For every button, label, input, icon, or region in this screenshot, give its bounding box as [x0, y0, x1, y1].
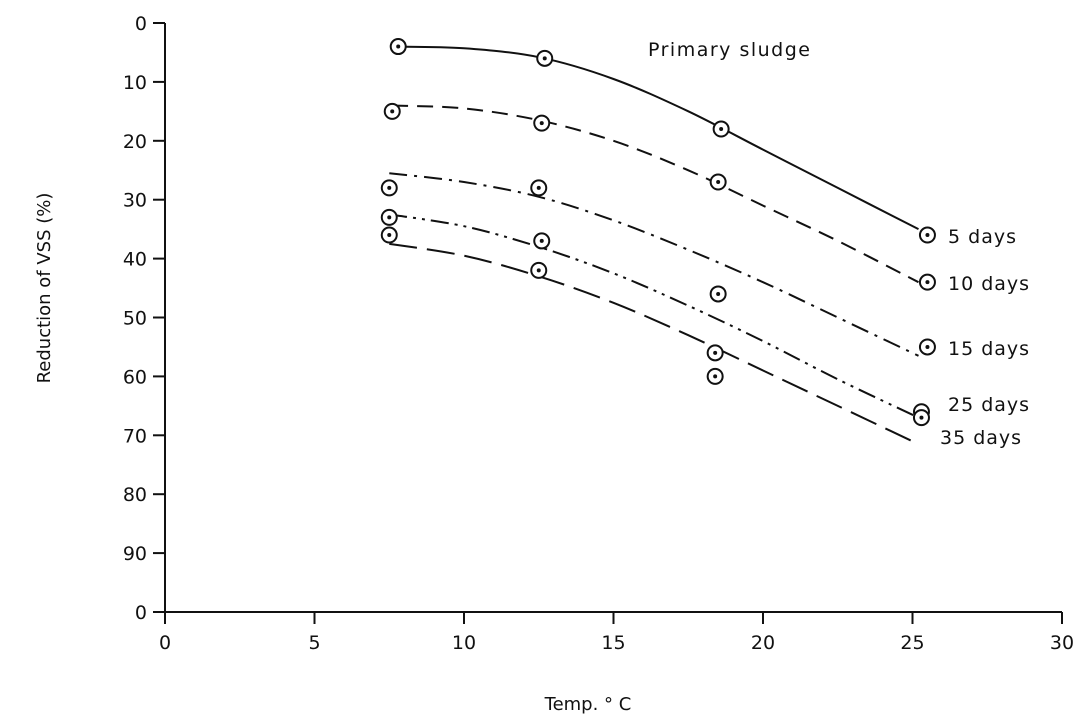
data-point-25-days	[380, 208, 398, 226]
series-curve-35-days	[389, 242, 919, 446]
data-point-center	[713, 374, 718, 379]
x-tick-label: 10	[452, 632, 476, 654]
data-point-5-days	[536, 49, 554, 67]
data-point-10-days	[533, 114, 551, 132]
data-point-center	[542, 56, 547, 61]
y-tick-label: 70	[123, 425, 147, 447]
data-point-25-days	[709, 285, 727, 303]
chart-annotation: Primary sludge	[648, 39, 812, 61]
data-point-35-days	[706, 344, 724, 362]
series-label-10-days: 10 days	[948, 273, 1030, 295]
data-point-25-days	[533, 232, 551, 250]
y-tick-label: 90	[123, 543, 147, 565]
data-point-center	[387, 233, 392, 238]
data-point-15-days	[380, 179, 398, 197]
data-point-10-days	[709, 173, 727, 191]
series-curve-25-days	[389, 213, 919, 419]
series-curve-15-days	[389, 172, 919, 357]
data-point-center	[396, 44, 401, 49]
data-point-center	[925, 344, 930, 349]
y-tick-label: 80	[123, 484, 147, 506]
data-point-5-days	[712, 120, 730, 138]
data-point-10-days	[918, 273, 936, 291]
data-point-35-days	[380, 226, 398, 244]
data-point-10-days	[383, 102, 401, 120]
x-tick-label: 15	[601, 632, 625, 654]
data-point-center	[925, 233, 930, 238]
data-point-center	[716, 180, 721, 185]
data-point-15-days	[530, 179, 548, 197]
data-point-center	[919, 415, 924, 420]
x-axis-label: Temp. ° C	[544, 694, 632, 715]
data-point-center	[713, 350, 718, 355]
series-curves	[389, 45, 919, 446]
data-point-center	[719, 127, 724, 132]
series-label-5-days: 5 days	[948, 226, 1017, 248]
y-tick-label: 10	[123, 72, 147, 94]
data-point-5-days	[918, 226, 936, 244]
series-label-15-days: 15 days	[948, 338, 1030, 360]
data-point-35-days	[530, 261, 548, 279]
x-tick-label: 0	[159, 632, 171, 654]
data-point-center	[536, 268, 541, 273]
y-tick-label: 0	[135, 602, 147, 624]
y-axis-label: Reduction of VSS (%)	[34, 193, 55, 384]
data-point-center	[536, 185, 541, 190]
data-point-35-days	[912, 409, 930, 427]
data-points	[380, 38, 936, 427]
data-point-center	[716, 291, 721, 296]
y-tick-label: 0	[135, 13, 147, 35]
data-point-center	[390, 109, 395, 114]
data-point-center	[387, 215, 392, 220]
y-tick-label: 20	[123, 131, 147, 153]
data-point-center	[925, 280, 930, 285]
data-point-center	[539, 121, 544, 126]
x-tick-label: 25	[900, 632, 924, 654]
x-tick-label: 5	[308, 632, 320, 654]
data-point-35-days	[706, 367, 724, 385]
y-tick-label: 50	[123, 308, 147, 330]
y-tick-label: 40	[123, 249, 147, 271]
series-curve-5-days	[392, 45, 919, 230]
y-tick-label: 60	[123, 366, 147, 388]
data-point-center	[387, 185, 392, 190]
x-tick-label: 20	[751, 632, 775, 654]
series-curve-10-days	[392, 104, 919, 284]
data-point-5-days	[389, 38, 407, 56]
x-tick-label: 30	[1050, 632, 1074, 654]
series-label-25-days: 25 days	[948, 394, 1030, 416]
data-point-15-days	[918, 338, 936, 356]
series-label-35-days: 35 days	[940, 427, 1022, 449]
y-tick-label: 30	[123, 190, 147, 212]
series-labels: 5 days 10 days 15 days 25 days 35 days	[940, 226, 1030, 449]
data-point-center	[539, 238, 544, 243]
